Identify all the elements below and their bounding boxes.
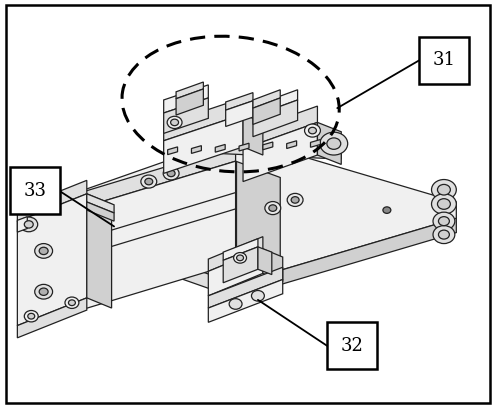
Polygon shape — [50, 137, 456, 284]
Bar — [419, 37, 469, 84]
Polygon shape — [17, 180, 87, 222]
Circle shape — [24, 221, 33, 228]
Polygon shape — [223, 247, 258, 283]
Polygon shape — [87, 194, 112, 308]
Polygon shape — [253, 98, 280, 124]
Circle shape — [237, 255, 244, 261]
Circle shape — [269, 205, 277, 211]
Circle shape — [432, 180, 456, 200]
Circle shape — [24, 310, 38, 322]
Circle shape — [383, 207, 391, 213]
Polygon shape — [243, 106, 317, 149]
Bar — [10, 167, 60, 214]
Circle shape — [291, 197, 299, 203]
Polygon shape — [164, 114, 243, 173]
Polygon shape — [263, 142, 273, 150]
Circle shape — [20, 217, 38, 232]
Circle shape — [141, 175, 157, 188]
Circle shape — [432, 194, 456, 214]
Polygon shape — [226, 93, 253, 110]
Polygon shape — [226, 101, 253, 126]
Polygon shape — [239, 143, 249, 151]
Polygon shape — [215, 144, 225, 152]
Polygon shape — [253, 90, 298, 116]
Polygon shape — [253, 90, 280, 108]
Polygon shape — [208, 267, 283, 308]
Circle shape — [35, 244, 53, 258]
Circle shape — [68, 300, 75, 306]
Text: 32: 32 — [341, 337, 364, 355]
Polygon shape — [164, 85, 208, 113]
Polygon shape — [164, 98, 208, 133]
Polygon shape — [87, 194, 114, 213]
Polygon shape — [17, 298, 87, 338]
Circle shape — [145, 178, 153, 185]
Polygon shape — [243, 122, 317, 182]
Circle shape — [167, 170, 175, 177]
Polygon shape — [208, 249, 263, 296]
Circle shape — [437, 184, 450, 195]
Polygon shape — [263, 249, 283, 282]
Polygon shape — [317, 122, 341, 164]
Circle shape — [437, 199, 450, 209]
Circle shape — [287, 193, 303, 206]
Circle shape — [234, 253, 247, 263]
Polygon shape — [243, 114, 263, 155]
Text: 33: 33 — [23, 182, 46, 200]
Polygon shape — [191, 146, 201, 153]
Polygon shape — [176, 89, 203, 115]
Circle shape — [433, 212, 455, 230]
Circle shape — [229, 299, 242, 309]
Polygon shape — [223, 239, 258, 260]
Polygon shape — [236, 161, 280, 279]
Polygon shape — [310, 140, 320, 147]
Circle shape — [35, 284, 53, 299]
Circle shape — [265, 202, 281, 215]
Polygon shape — [208, 279, 283, 322]
Circle shape — [327, 138, 341, 149]
Polygon shape — [168, 147, 178, 155]
Polygon shape — [208, 237, 263, 271]
Circle shape — [167, 116, 182, 129]
Circle shape — [309, 127, 316, 134]
Polygon shape — [17, 194, 87, 326]
Circle shape — [163, 167, 179, 180]
Circle shape — [438, 217, 449, 226]
Polygon shape — [87, 202, 114, 221]
Circle shape — [438, 230, 449, 239]
Circle shape — [433, 226, 455, 244]
Polygon shape — [287, 141, 297, 149]
Polygon shape — [253, 100, 298, 137]
Circle shape — [28, 313, 35, 319]
Circle shape — [251, 290, 264, 301]
Polygon shape — [258, 247, 272, 275]
Circle shape — [305, 124, 320, 137]
Polygon shape — [50, 218, 236, 298]
Polygon shape — [50, 161, 236, 319]
Circle shape — [39, 288, 48, 295]
Circle shape — [39, 247, 48, 255]
Circle shape — [320, 132, 348, 155]
Polygon shape — [17, 217, 27, 232]
Polygon shape — [164, 98, 243, 141]
Polygon shape — [164, 141, 341, 159]
Polygon shape — [50, 146, 236, 217]
Bar — [327, 322, 377, 369]
Circle shape — [65, 297, 79, 308]
Text: 31: 31 — [433, 51, 455, 69]
Polygon shape — [176, 82, 203, 99]
Circle shape — [171, 119, 179, 126]
Polygon shape — [236, 218, 456, 298]
